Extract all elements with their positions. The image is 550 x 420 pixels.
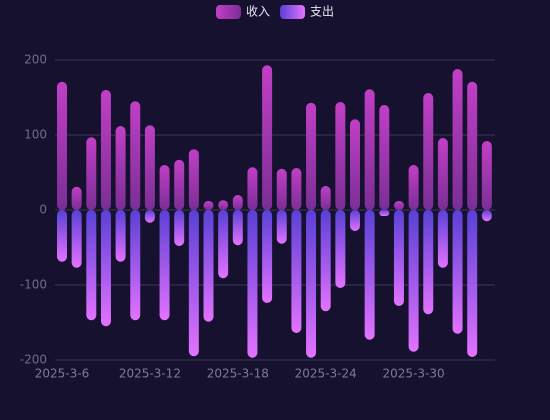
bar xyxy=(481,210,492,222)
bar xyxy=(350,119,360,210)
bar xyxy=(203,210,214,322)
bar xyxy=(364,210,375,340)
bar xyxy=(437,210,448,268)
x-tick-label: 2025-3-30 xyxy=(383,367,445,381)
bar xyxy=(232,210,243,246)
x-tick-label: 2025-3-6 xyxy=(35,367,89,381)
bar xyxy=(408,165,419,210)
legend-label: 支出 xyxy=(310,5,334,19)
bar xyxy=(57,81,67,210)
bar xyxy=(467,210,478,357)
bar xyxy=(86,137,97,210)
bar xyxy=(350,210,360,231)
bar xyxy=(218,210,229,279)
bar xyxy=(276,210,287,244)
y-tick-label: 100 xyxy=(24,128,47,142)
bar xyxy=(159,210,170,321)
bar xyxy=(262,210,273,303)
bar xyxy=(203,201,214,210)
bar xyxy=(306,210,317,358)
bar xyxy=(144,210,155,223)
bar xyxy=(379,210,390,216)
bar xyxy=(276,168,287,210)
bar xyxy=(144,125,155,210)
legend-swatch xyxy=(216,5,241,19)
bar xyxy=(174,210,185,246)
bar xyxy=(364,89,375,210)
x-tick-label: 2025-3-24 xyxy=(295,367,357,381)
bar xyxy=(86,210,97,321)
bar xyxy=(320,210,331,312)
bar xyxy=(188,149,199,210)
bar xyxy=(481,141,492,210)
bar xyxy=(218,200,229,210)
bar xyxy=(452,210,463,334)
bar xyxy=(232,195,243,210)
x-tick-label: 2025-3-12 xyxy=(119,367,181,381)
bar xyxy=(100,90,111,210)
bar xyxy=(71,186,82,210)
bar xyxy=(335,102,346,210)
bar xyxy=(320,186,331,210)
bar xyxy=(291,210,302,333)
x-tick-label: 2025-3-18 xyxy=(207,367,269,381)
bar xyxy=(393,201,404,210)
bar xyxy=(423,93,434,210)
bar xyxy=(159,165,170,210)
y-tick-label: 200 xyxy=(24,53,47,67)
y-tick-label: 0 xyxy=(39,203,47,217)
bar xyxy=(452,69,463,210)
y-tick-label: -100 xyxy=(20,278,47,292)
bar xyxy=(306,102,317,210)
bar xyxy=(467,81,478,210)
legend-label: 收入 xyxy=(246,5,270,19)
bar xyxy=(188,210,199,357)
bar xyxy=(247,210,258,358)
bar xyxy=(335,210,346,288)
legend-swatch xyxy=(280,5,306,19)
bar xyxy=(262,65,273,210)
bar xyxy=(130,101,141,210)
bar xyxy=(115,210,126,262)
bar xyxy=(408,210,419,352)
bar xyxy=(423,210,434,315)
bar xyxy=(379,105,390,210)
bar xyxy=(393,210,404,306)
bar xyxy=(291,168,302,210)
bar xyxy=(71,210,82,268)
y-tick-label: -200 xyxy=(20,353,47,367)
bar xyxy=(247,167,258,210)
bar xyxy=(130,210,141,321)
bar xyxy=(174,159,185,210)
bar xyxy=(115,126,126,210)
bar xyxy=(100,210,111,327)
bar xyxy=(57,210,67,262)
bar xyxy=(437,138,448,210)
